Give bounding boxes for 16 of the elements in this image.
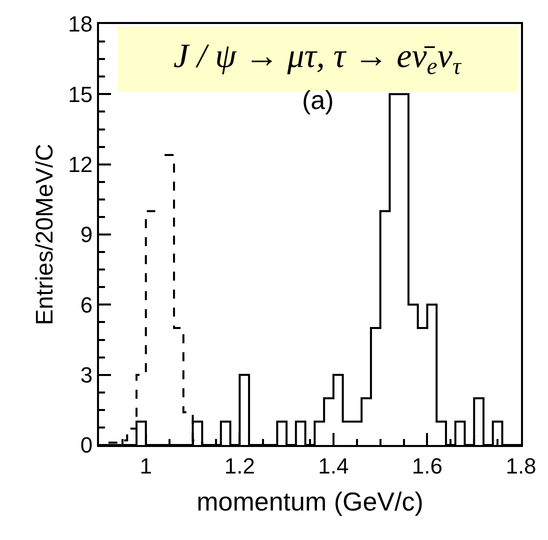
x-tick-label: 1 [140, 453, 152, 478]
x-tick-label: 1.6 [412, 453, 443, 478]
y-tick-label: 3 [80, 362, 93, 388]
x-axis-title: momentum (GeV/c) [196, 486, 424, 517]
annotation: (a) [302, 85, 334, 115]
y-tick-label: 12 [68, 152, 93, 178]
y-tick-label: 0 [80, 432, 93, 458]
y-axis-title: Entries/20MeV/C [32, 144, 59, 326]
y-tick-label: 9 [80, 222, 93, 248]
x-tick-label: 1.8 [506, 453, 536, 478]
x-tick-label: 1.2 [224, 453, 255, 478]
y-tick-label: 18 [68, 12, 93, 37]
y-tick-label: 15 [68, 82, 93, 107]
text: J / ψ → μτ, τ → eν̄$_{e}$ν$_{τ}$ [174, 38, 462, 80]
y-tick-label: 6 [80, 292, 93, 318]
x-tick-label: 1.4 [318, 453, 349, 478]
